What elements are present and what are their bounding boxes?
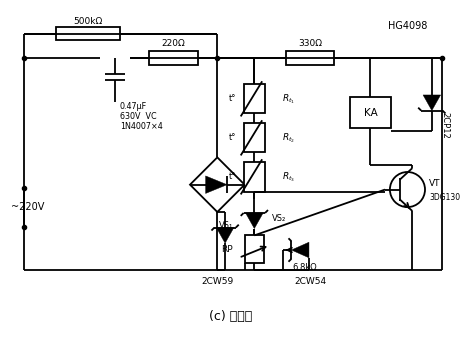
Text: 330Ω: 330Ω [298,39,322,48]
Text: 3DG130: 3DG130 [429,193,460,202]
Polygon shape [216,228,234,243]
Text: 2CW54: 2CW54 [294,277,326,286]
Text: t°: t° [229,172,237,181]
Bar [244,84,265,114]
Text: VS₁: VS₁ [219,221,234,230]
Bar [285,51,334,65]
Polygon shape [205,176,227,193]
Bar [149,51,198,65]
Text: t°: t° [229,94,237,103]
Text: $R_{t_1}$: $R_{t_1}$ [282,92,295,106]
Text: 0.47μF
630V  VC
1N4007×4: 0.47μF 630V VC 1N4007×4 [120,101,162,131]
Text: RP: RP [221,245,233,254]
Polygon shape [423,95,440,110]
Bar [245,235,264,263]
Text: 2CW59: 2CW59 [201,277,234,286]
Text: t°: t° [229,133,237,142]
Bar [350,97,391,128]
Text: 220Ω: 220Ω [161,39,185,48]
Text: $R_{t_3}$: $R_{t_3}$ [282,170,295,184]
Polygon shape [246,213,263,228]
Text: ~220V: ~220V [11,202,44,212]
Text: 2CP12: 2CP12 [440,111,449,138]
Bar [244,162,265,192]
Bar [57,27,120,40]
Text: VS₂: VS₂ [272,214,286,223]
Polygon shape [292,242,309,258]
Text: $R_{t_2}$: $R_{t_2}$ [282,131,295,144]
Text: (c) 电路三: (c) 电路三 [209,310,253,323]
Text: VT: VT [429,179,440,188]
Text: 6.8kΩ: 6.8kΩ [293,263,317,272]
Bar [244,123,265,152]
Text: 500kΩ: 500kΩ [73,17,102,26]
Text: HG4098: HG4098 [388,21,427,31]
Text: KA: KA [364,108,377,118]
